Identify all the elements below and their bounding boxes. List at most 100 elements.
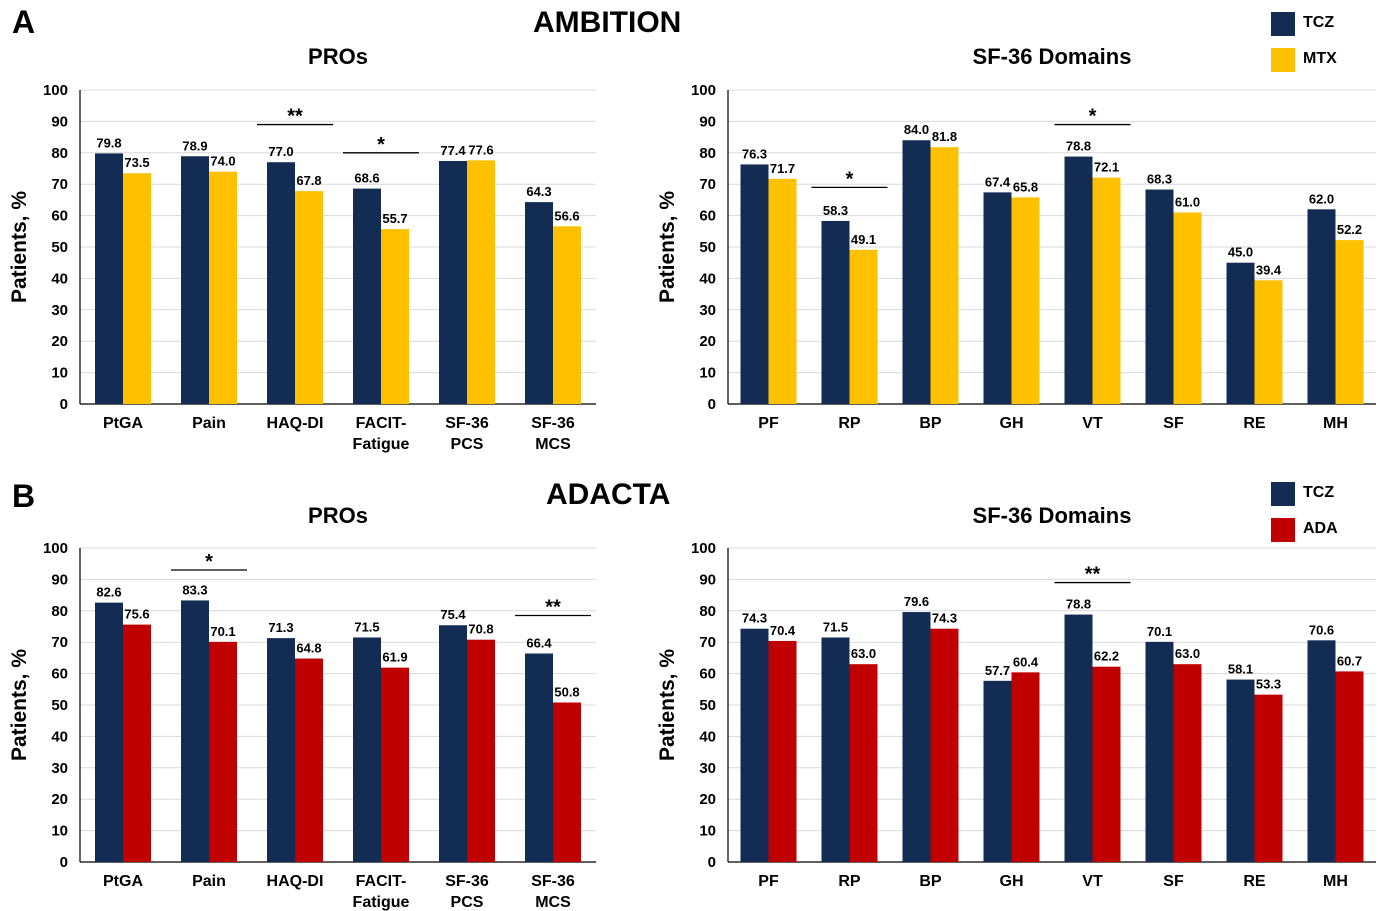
x-tick-label: Fatigue (353, 894, 410, 911)
y-tick-label: 30 (51, 760, 68, 777)
data-label: 79.6 (904, 594, 929, 609)
data-label: 75.4 (440, 607, 466, 622)
bar-ada (1335, 671, 1364, 862)
data-label: 52.2 (1337, 222, 1362, 237)
bar-tcz (821, 220, 850, 404)
x-tick-label: MCS (535, 436, 571, 453)
y-tick-label: 80 (699, 603, 716, 620)
bar-mtx (1011, 197, 1040, 404)
data-label: 83.3 (182, 582, 207, 597)
data-label: 84.0 (904, 122, 929, 137)
data-label: 62.2 (1094, 649, 1119, 664)
bar-ada (295, 658, 323, 862)
y-tick-label: 100 (691, 540, 716, 557)
x-tick-label: HAQ-DI (267, 415, 324, 432)
bar-mtx (849, 249, 878, 404)
x-tick-label: BP (919, 873, 942, 890)
y-tick-label: 30 (51, 302, 68, 319)
bar-ada (1092, 666, 1121, 862)
bar-ada (768, 640, 797, 862)
data-label: 78.8 (1066, 139, 1091, 154)
x-tick-label: Pain (192, 873, 226, 890)
bar-mtx (1173, 212, 1202, 404)
data-label: 74.0 (210, 154, 235, 169)
chart-title: PROs (308, 503, 368, 528)
bar-ada (1173, 664, 1202, 862)
data-label: 63.0 (851, 646, 876, 661)
y-tick-label: 20 (699, 333, 716, 350)
data-label: 78.8 (1066, 597, 1091, 612)
x-tick-label: GH (1000, 415, 1024, 432)
bar-tcz (353, 637, 381, 862)
significance-marker: ** (1085, 564, 1101, 586)
x-tick-label: FACIT- (356, 415, 407, 432)
bar-ada (930, 628, 959, 862)
bar-tcz (525, 653, 553, 862)
data-label: 77.0 (268, 144, 293, 159)
x-tick-label: FACIT- (356, 873, 407, 890)
panel-letter-a: A (12, 4, 36, 40)
panel-title-adacta: ADACTA (546, 478, 671, 511)
y-tick-label: 0 (708, 396, 716, 413)
x-tick-label: SF (1163, 415, 1184, 432)
data-label: 61.0 (1175, 194, 1200, 209)
y-tick-label: 10 (51, 365, 68, 382)
legend-label-mtx: MTX (1303, 50, 1337, 67)
bar-tcz (267, 638, 295, 862)
bar-ada (1254, 694, 1283, 862)
data-label: 56.6 (554, 208, 579, 223)
x-tick-label: GH (1000, 873, 1024, 890)
data-label: 77.6 (468, 142, 493, 157)
x-tick-label: SF-36 (445, 415, 489, 432)
y-tick-label: 80 (699, 145, 716, 162)
significance-marker: ** (545, 597, 561, 619)
chart-title: PROs (308, 44, 368, 69)
data-label: 78.9 (182, 138, 207, 153)
legend-label-tcz: TCZ (1303, 484, 1335, 501)
y-tick-label: 10 (699, 823, 716, 840)
y-tick-label: 40 (699, 728, 716, 745)
data-label: 68.6 (354, 171, 379, 186)
bar-tcz (181, 600, 209, 862)
data-label: 49.1 (851, 232, 876, 247)
x-tick-label: VT (1082, 415, 1103, 432)
bar-tcz (267, 162, 295, 404)
bar-tcz (1226, 679, 1255, 862)
y-tick-label: 20 (51, 333, 68, 350)
y-tick-label: 0 (708, 854, 716, 871)
y-tick-label: 70 (51, 634, 68, 651)
y-tick-label: 90 (51, 571, 68, 588)
x-tick-label: PtGA (103, 873, 143, 890)
significance-marker: * (377, 134, 385, 156)
bar-mtx (123, 173, 151, 404)
bar-tcz (1307, 209, 1336, 404)
bar-tcz (1145, 189, 1174, 404)
y-tick-label: 70 (699, 176, 716, 193)
data-label: 65.8 (1013, 179, 1038, 194)
y-tick-label: 100 (43, 540, 68, 557)
data-label: 72.1 (1094, 160, 1119, 175)
y-tick-label: 100 (43, 82, 68, 99)
y-tick-label: 100 (691, 82, 716, 99)
bar-tcz (439, 160, 467, 404)
data-label: 39.4 (1256, 262, 1282, 277)
panel-title-ambition: AMBITION (533, 6, 682, 39)
bar-ada (209, 641, 237, 862)
data-label: 73.5 (124, 155, 149, 170)
bar-tcz (95, 153, 123, 404)
x-tick-label: VT (1082, 873, 1103, 890)
bar-tcz (902, 140, 931, 405)
y-tick-label: 10 (699, 365, 716, 382)
bar-mtx (1335, 240, 1364, 404)
bar-tcz (1307, 640, 1336, 862)
data-label: 70.1 (210, 624, 235, 639)
y-tick-label: 90 (699, 571, 716, 588)
x-tick-label: RE (1243, 873, 1266, 890)
data-label: 70.4 (770, 623, 796, 638)
y-tick-label: 50 (51, 697, 68, 714)
y-tick-label: 90 (51, 113, 68, 130)
bar-tcz (740, 164, 769, 404)
x-tick-label: SF-36 (445, 873, 489, 890)
data-label: 68.3 (1147, 172, 1172, 187)
data-label: 60.7 (1337, 653, 1362, 668)
